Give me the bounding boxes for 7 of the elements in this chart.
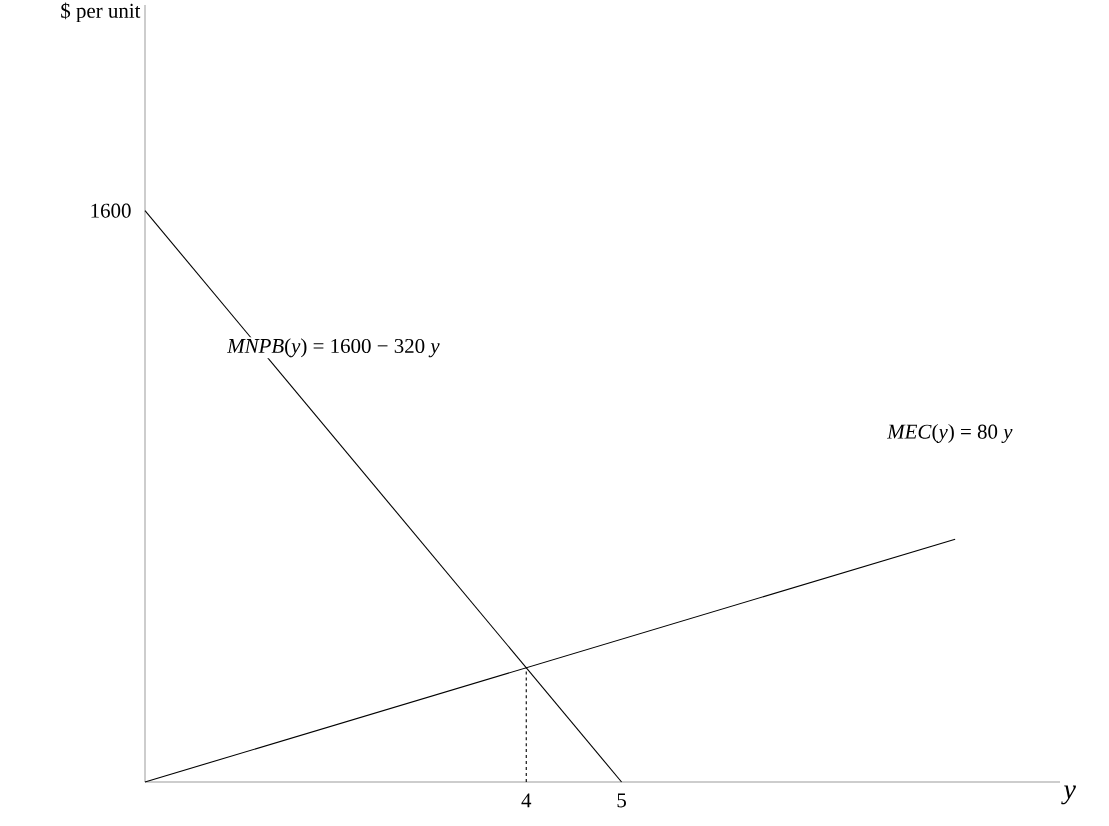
x-tick-label: 5 [617, 793, 626, 808]
annotation: MNPB(y) = 1600 − 320 y [226, 338, 440, 358]
x-axis-title: y [1061, 785, 1076, 805]
text: 1600 [91, 203, 131, 218]
annotation: MEC(y) = 80 y [886, 423, 1013, 443]
text: $ per unit [61, 2, 141, 23]
x-tick-label: 4 [521, 793, 532, 808]
